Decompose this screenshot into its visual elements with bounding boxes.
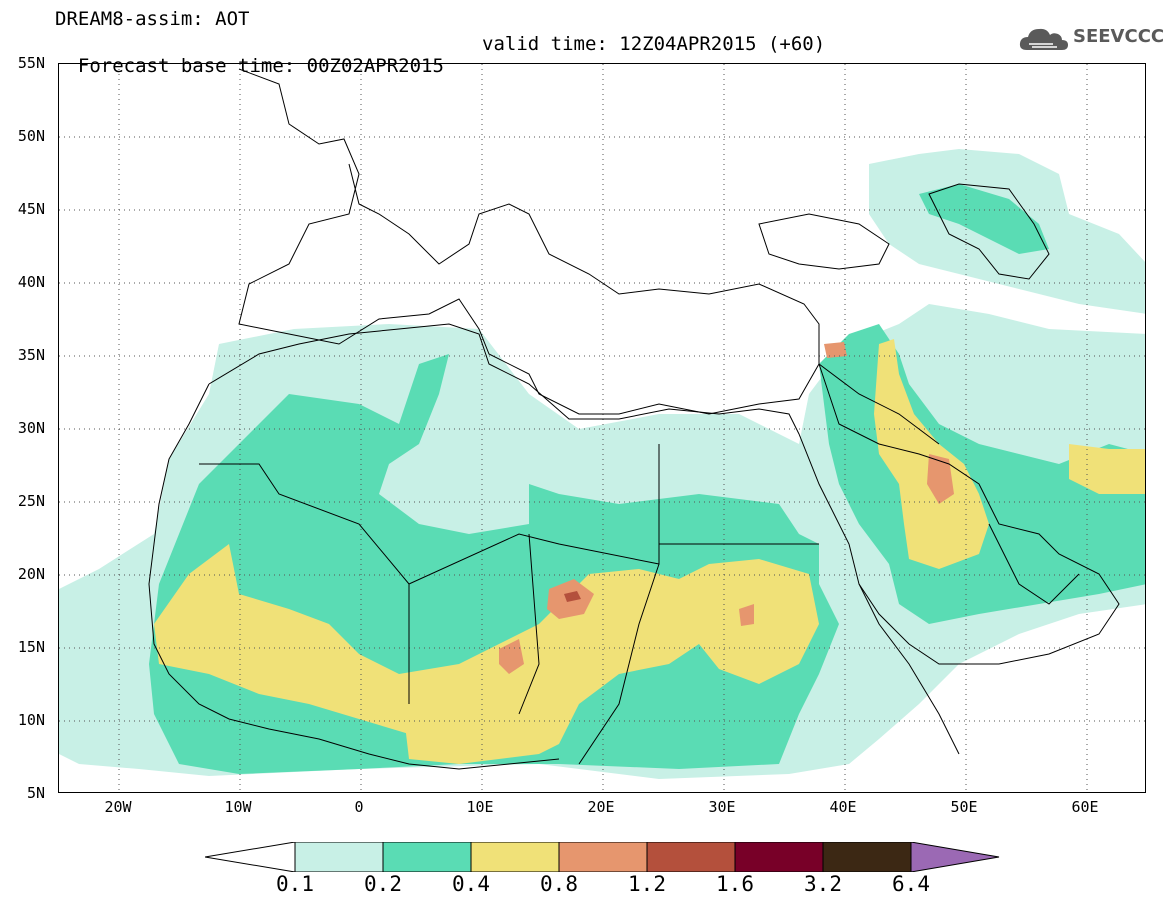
colorbar-label-1-6: 1.6 xyxy=(716,872,754,896)
colorbar-label-1-2: 1.2 xyxy=(628,872,666,896)
aot-map-canvas xyxy=(59,64,1145,792)
colorbar-bin-0-1 xyxy=(294,841,384,873)
lon-label-60e: 60E xyxy=(1071,798,1099,816)
colorbar-bin-0-4 xyxy=(470,841,560,873)
logo-text: SEEVCCC xyxy=(1073,26,1165,47)
colorbar-bin-0-2 xyxy=(382,841,472,873)
colorbar-bin-3-2 xyxy=(822,841,912,873)
lat-label-45n: 45N xyxy=(17,200,45,218)
lat-label-15n: 15N xyxy=(17,638,45,656)
lat-label-5n: 5N xyxy=(26,784,45,802)
aot-contour-field xyxy=(59,149,1145,779)
coastline-caspian xyxy=(928,183,1050,280)
lat-label-25n: 25N xyxy=(17,492,45,510)
border-sahara xyxy=(199,444,819,765)
coastline-europe xyxy=(238,68,820,415)
lat-label-55n: 55N xyxy=(17,54,45,72)
lat-label-50n: 50N xyxy=(17,127,45,145)
lon-label-50e: 50E xyxy=(950,798,978,816)
lat-label-20n: 20N xyxy=(17,565,45,583)
aot-region-0-4-sahel-west xyxy=(154,544,439,734)
colorbar-bin-1-6 xyxy=(734,841,824,873)
map-title: DREAM8-assim: AOT xyxy=(55,8,250,30)
coastline-arabia xyxy=(818,363,1120,665)
coastlines-and-borders xyxy=(148,68,1120,770)
aot-region-0-4-chad-sudan xyxy=(399,559,819,764)
aot-region-0-8-iraq xyxy=(824,342,847,358)
colorbar-label-0-2: 0.2 xyxy=(364,872,402,896)
aot-region-0-8-lake-chad xyxy=(499,639,524,674)
aot-region-0-4-persian-gulf xyxy=(1069,444,1145,494)
aot-colorbar xyxy=(204,841,1000,873)
coastline-black-sea xyxy=(758,213,890,270)
lon-label-0: 0 xyxy=(354,798,364,816)
coastline-north-africa xyxy=(208,323,960,755)
graticule xyxy=(59,64,1145,792)
colorbar-bin-1-2 xyxy=(646,841,736,873)
lon-label-30e: 30E xyxy=(708,798,736,816)
coastline-west-africa xyxy=(148,383,560,770)
lon-label-10e: 10E xyxy=(466,798,494,816)
lat-label-30n: 30N xyxy=(17,419,45,437)
lat-label-40n: 40N xyxy=(17,273,45,291)
lat-label-10n: 10N xyxy=(17,711,45,729)
colorbar-bin-above-6-4 xyxy=(910,841,1000,873)
forecast-base-label: Forecast base time: 00Z02APR2015 xyxy=(77,55,444,77)
forecast-base-time: Forecast base time: 00Z02APR2015 valid t… xyxy=(55,33,825,99)
cloud-icon xyxy=(1019,28,1068,50)
valid-time-label: valid time: 12Z04APR2015 (+60) xyxy=(482,33,826,55)
aot-region-0-2-caucasus xyxy=(919,184,1049,254)
aot-region-0-4-arabia xyxy=(874,339,989,569)
aot-region-0-8-sudan xyxy=(739,604,754,626)
lon-label-20e: 20E xyxy=(587,798,615,816)
aot-map xyxy=(58,63,1146,793)
border-middle-east xyxy=(818,363,1080,605)
colorbar-bin-below-0-1 xyxy=(204,841,296,873)
colorbar-label-0-4: 0.4 xyxy=(452,872,490,896)
lon-label-20w: 20W xyxy=(104,798,132,816)
colorbar-label-0-1: 0.1 xyxy=(276,872,314,896)
colorbar-label-3-2: 3.2 xyxy=(804,872,842,896)
seevccc-logo: SEEVCCC xyxy=(1017,22,1164,56)
lat-label-35n: 35N xyxy=(17,346,45,364)
aot-region-0-8-arabia xyxy=(927,454,954,504)
colorbar-bin-0-8 xyxy=(558,841,648,873)
lon-label-40e: 40E xyxy=(829,798,857,816)
lon-label-10w: 10W xyxy=(224,798,252,816)
colorbar-label-0-8: 0.8 xyxy=(540,872,578,896)
colorbar-label-6-4: 6.4 xyxy=(892,872,930,896)
aot-region-1-2-tibesti xyxy=(564,591,581,602)
